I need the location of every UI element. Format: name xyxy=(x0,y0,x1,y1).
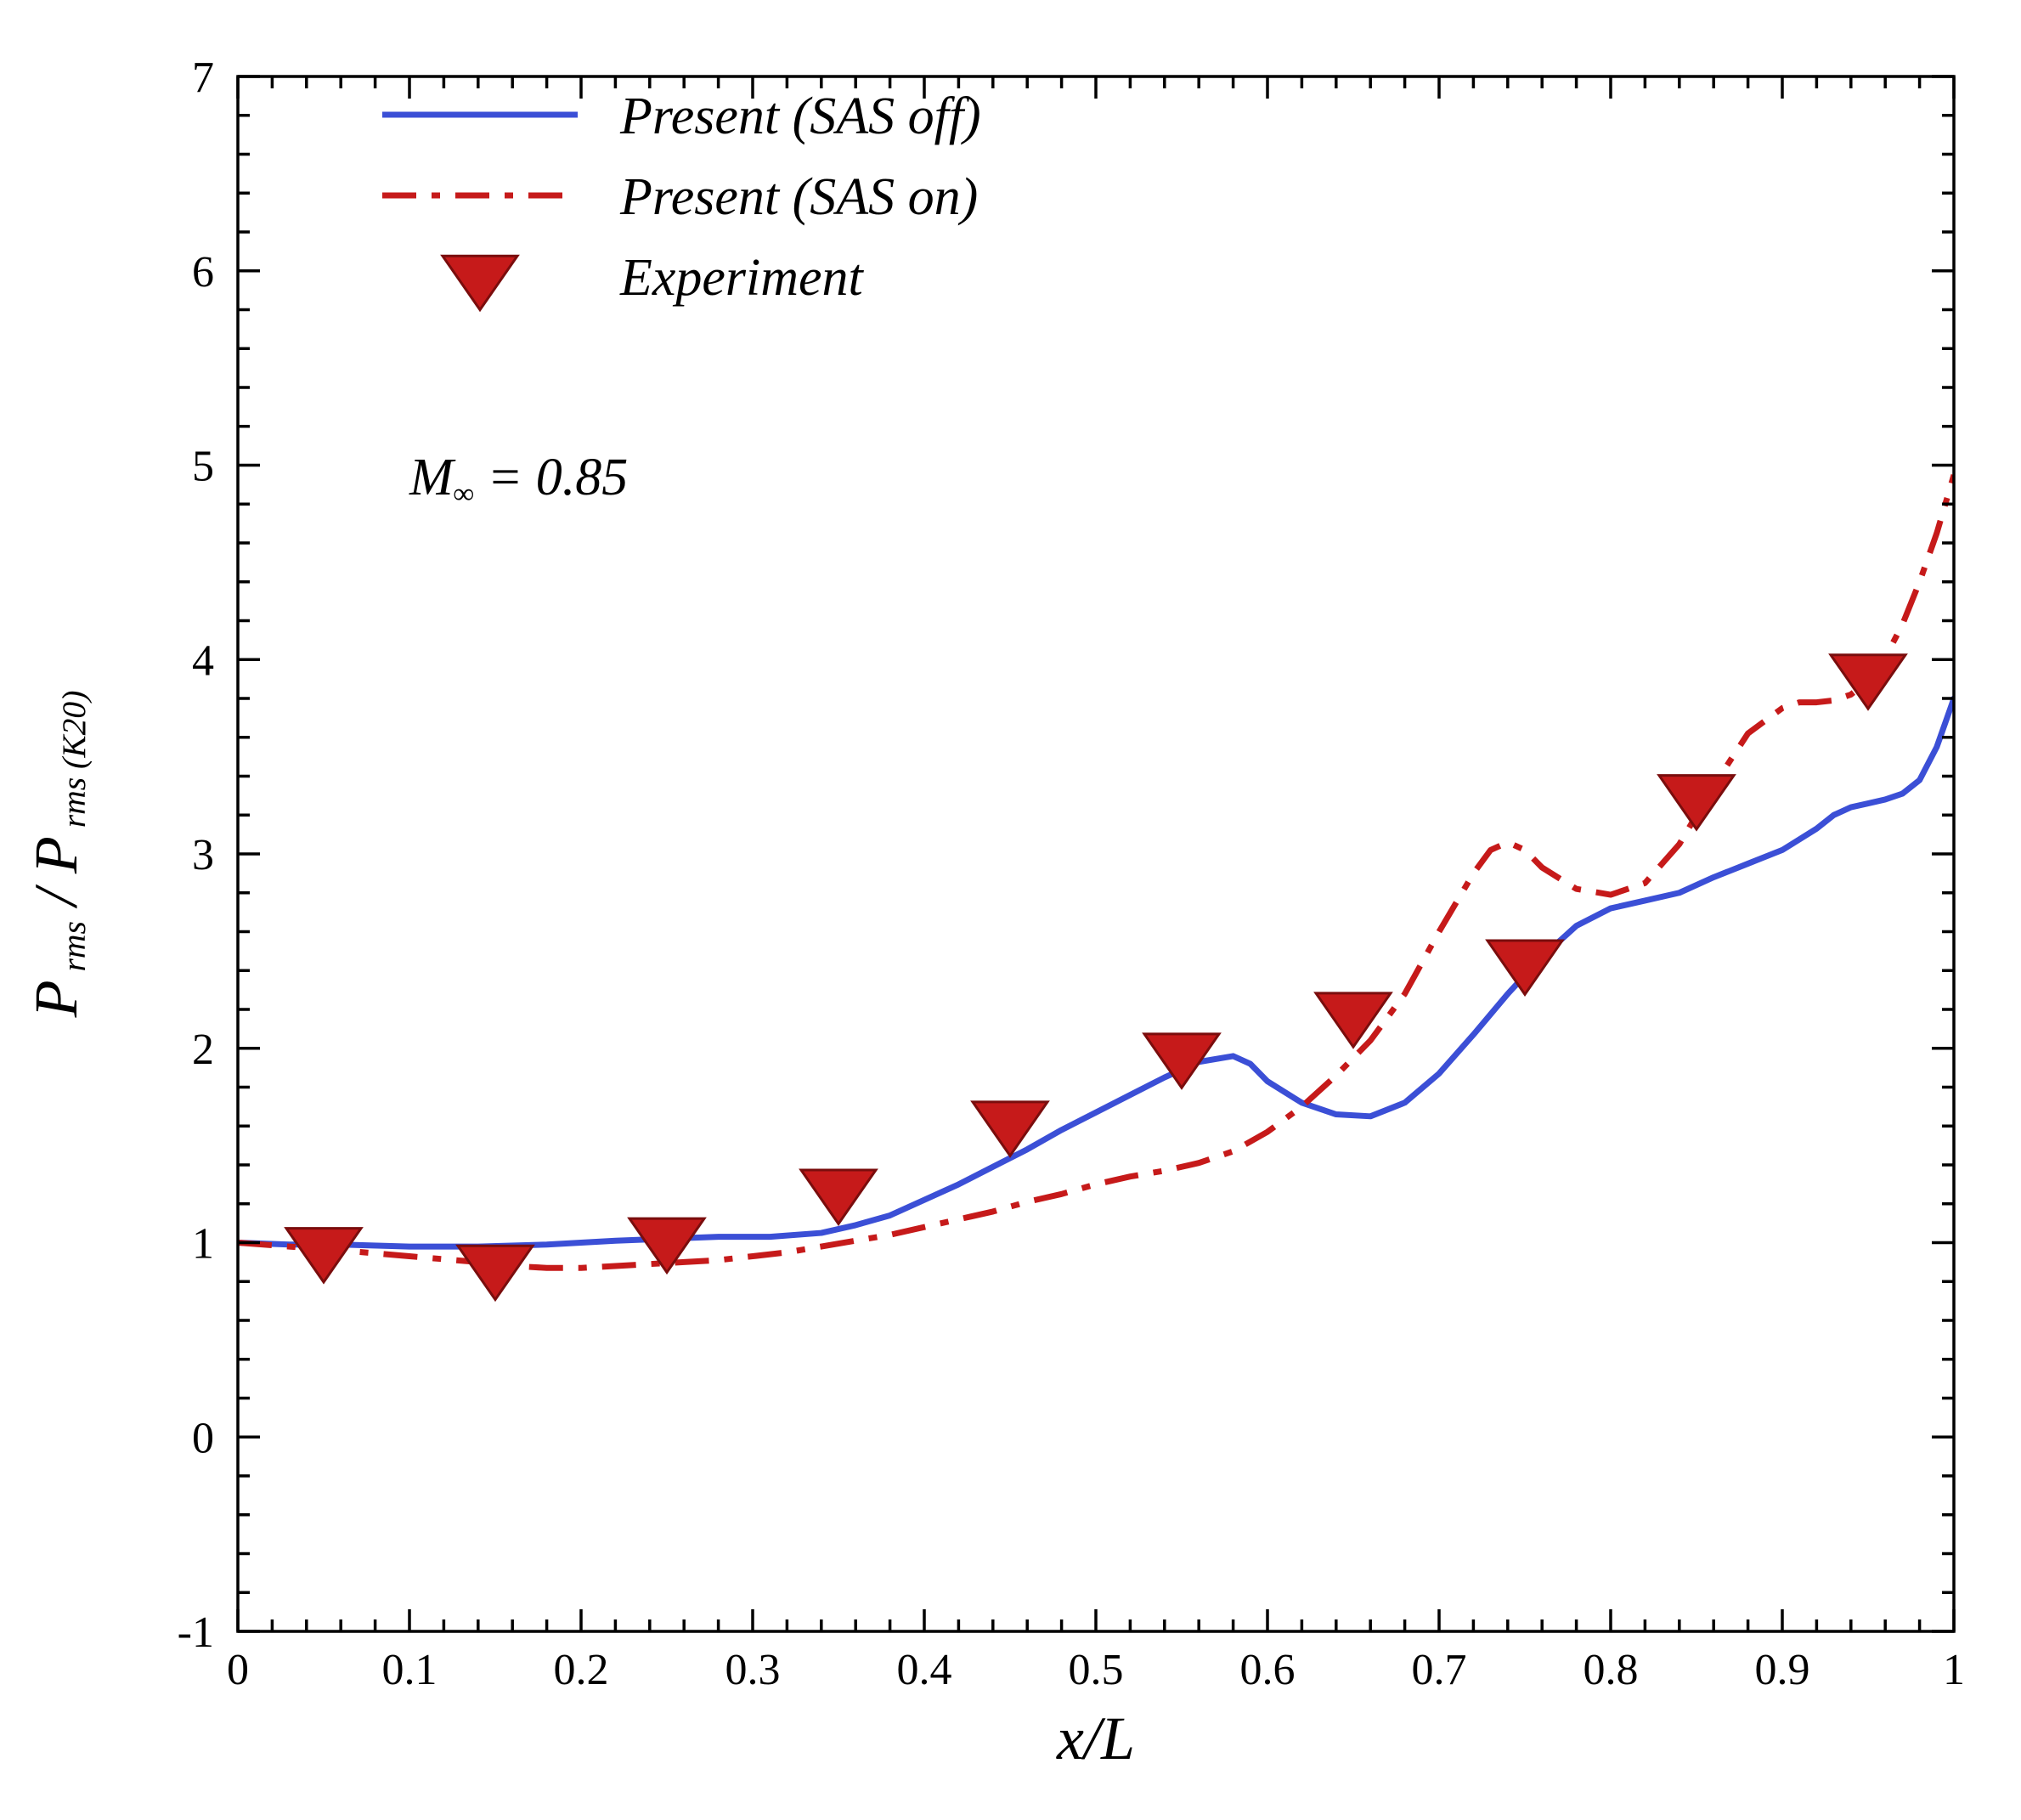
plot-bg xyxy=(0,0,2021,1820)
x-tick-label: 0.4 xyxy=(897,1646,952,1694)
x-tick-label: 0.9 xyxy=(1755,1646,1810,1694)
x-tick-label: 0.8 xyxy=(1583,1646,1639,1694)
x-tick-label: 0.2 xyxy=(554,1646,609,1694)
x-tick-label: 0.1 xyxy=(382,1646,438,1694)
x-tick-label: 0.3 xyxy=(725,1646,781,1694)
chart-svg: 0 0.1 0.2 0.3 0.4 0.5 0.6 0.7 0.8 0.9 1 -1 0 1 2 3 4 5 6 7 x… xyxy=(0,0,2021,1820)
x-tick-label: 1 xyxy=(1943,1646,1965,1694)
y-tick-label: 3 xyxy=(192,831,214,879)
chart-container: 0 0.1 0.2 0.3 0.4 0.5 0.6 0.7 0.8 0.9 1 -1 0 1 2 3 4 5 6 7 x… xyxy=(0,0,2021,1820)
y-tick-label: 4 xyxy=(192,636,214,685)
y-tick-label: -1 xyxy=(178,1608,214,1657)
y-tick-label: 2 xyxy=(192,1026,214,1074)
legend-label-sas-off: Present (SAS off) xyxy=(619,88,981,145)
annotation-mach: M∞ = 0.85 xyxy=(409,449,628,510)
x-tick-label: 0.7 xyxy=(1412,1646,1467,1694)
x-tick-label: 0.6 xyxy=(1240,1646,1296,1694)
x-axis-label: x/L xyxy=(1056,1704,1135,1772)
y-tick-label: 7 xyxy=(192,54,214,102)
legend-label-sas-on: Present (SAS on) xyxy=(619,168,978,226)
y-tick-label: 6 xyxy=(192,248,214,297)
x-tick-label: 0.5 xyxy=(1069,1646,1124,1694)
y-tick-label: 1 xyxy=(192,1220,214,1269)
y-tick-label: 0 xyxy=(192,1414,214,1462)
y-tick-label: 5 xyxy=(192,443,214,491)
legend-label-experiment: Experiment xyxy=(619,249,865,307)
x-tick-label: 0 xyxy=(227,1646,249,1694)
